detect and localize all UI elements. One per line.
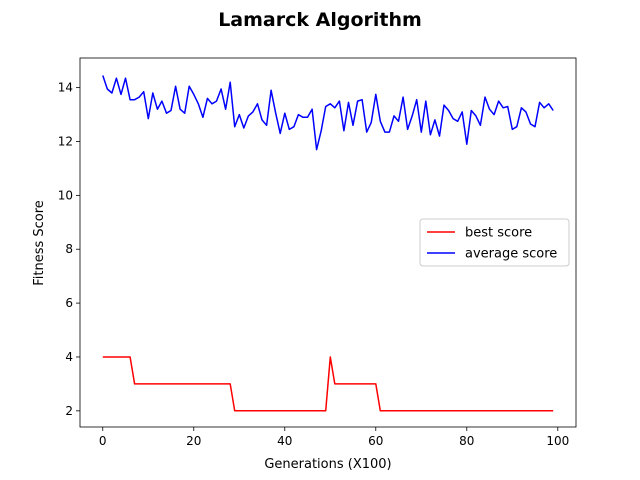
axes-layer: 0 20 40 60 80 100 2 4 6 8 10 12 14 bbox=[58, 57, 577, 448]
x-tick-label: 80 bbox=[459, 434, 474, 448]
x-axis-label: Generations (X100) bbox=[264, 457, 391, 472]
y-tick-label: 8 bbox=[65, 242, 73, 256]
y-tick-label: 2 bbox=[65, 404, 73, 418]
legend-label: best score bbox=[465, 226, 532, 241]
x-tick-label: 20 bbox=[186, 434, 201, 448]
legend: best score average score bbox=[419, 218, 570, 267]
y-tick-label: 6 bbox=[65, 296, 73, 310]
x-tick-label: 0 bbox=[99, 434, 107, 448]
legend-label: average score bbox=[465, 247, 557, 262]
y-tick-label: 10 bbox=[58, 188, 73, 202]
plot-frame bbox=[79, 57, 577, 428]
x-tick-label: 100 bbox=[546, 434, 569, 448]
x-tick-label: 40 bbox=[277, 434, 292, 448]
plot-layer bbox=[102, 75, 554, 412]
y-tick-label: 4 bbox=[65, 350, 73, 364]
chart-title: Lamarck Algorithm bbox=[218, 9, 422, 31]
series-line-average-score bbox=[102, 75, 554, 151]
x-tick-label: 60 bbox=[368, 434, 383, 448]
legend-box bbox=[419, 218, 570, 267]
y-axis-label: Fitness Score bbox=[32, 200, 47, 286]
y-tick-label: 12 bbox=[58, 134, 73, 148]
series-line-best-score bbox=[102, 356, 554, 412]
y-tick-label: 14 bbox=[58, 81, 73, 95]
